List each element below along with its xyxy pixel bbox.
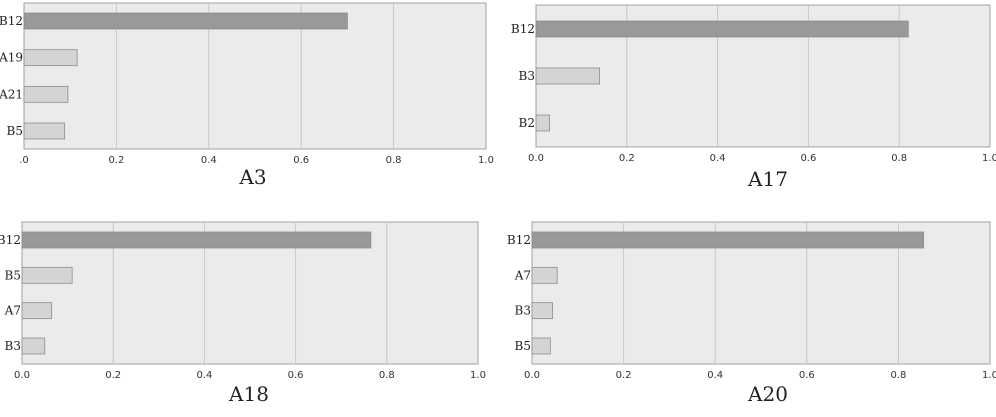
chart-a20-bar-a7 <box>531 266 558 284</box>
chart-a17-x-tick-label: 1.0 <box>982 153 996 164</box>
chart-a17-bar-b3 <box>535 67 600 85</box>
chart-a20-category-label: B12 <box>507 233 531 247</box>
chart-a20-bar-b5 <box>531 337 551 355</box>
chart-a18-bar-b5 <box>21 266 73 284</box>
chart-a17-category-label: B2 <box>519 116 535 130</box>
chart-a17-x-tick-label: 0.0 <box>528 153 544 164</box>
chart-a18-bar-b3 <box>21 337 46 355</box>
chart-a3-category-label: B5 <box>7 124 23 138</box>
chart-a18-x-tick-label: 0.0 <box>14 370 30 381</box>
chart-a17-x-tick-label: 0.4 <box>710 153 726 164</box>
chart-a18-x-tick-label: 1.0 <box>470 370 486 381</box>
chart-a17-x-tick-label: 0.8 <box>891 153 907 164</box>
chart-a20-category-label: B3 <box>515 304 531 318</box>
chart-a17-x-tick-label: 0.6 <box>800 153 816 164</box>
chart-a20-x-tick-label: 0.2 <box>616 370 632 381</box>
chart-a3-x-tick-label: 0.2 <box>108 155 124 166</box>
chart-a18-bar-b12 <box>21 231 372 249</box>
chart-a17-caption: A17 <box>748 167 788 191</box>
chart-a20-bar-b12 <box>531 231 924 249</box>
chart-a20-x-tick-label: 0.8 <box>890 370 906 381</box>
chart-a20-caption: A20 <box>748 382 788 406</box>
chart-a3-category-label: A19 <box>0 51 23 65</box>
chart-a18-category-label: B12 <box>0 233 21 247</box>
chart-a17-category-label: B12 <box>511 22 535 36</box>
chart-a17-x-tick-label: 0.2 <box>619 153 635 164</box>
chart-a18-category-label: B5 <box>5 268 21 282</box>
chart-a3-x-tick-label: 1.0 <box>478 155 494 166</box>
chart-a3-caption: A3 <box>239 165 267 189</box>
chart-a20-x-tick-label: 1.0 <box>982 370 996 381</box>
chart-a18-caption: A18 <box>229 382 269 406</box>
chart-a3-bar-a19 <box>23 49 78 67</box>
chart-a20-x-tick-label: 0.0 <box>524 370 540 381</box>
chart-a20-bar-b3 <box>531 302 554 320</box>
chart-a20-category-label: B5 <box>515 339 531 353</box>
chart-a20-x-tick-label: 0.6 <box>799 370 815 381</box>
chart-a18-category-label: A7 <box>4 304 21 318</box>
chart-a3-bar-b12 <box>23 12 348 30</box>
chart-a3-category-label: B12 <box>0 14 23 28</box>
chart-a3-x-tick-label: 0.4 <box>201 155 217 166</box>
chart-a17-category-label: B3 <box>519 69 535 83</box>
chart-a20-x-tick-label: 0.4 <box>707 370 723 381</box>
chart-a18-bar-a7 <box>21 302 53 320</box>
chart-a3-x-tick-label: 0.8 <box>386 155 402 166</box>
chart-a18-x-tick-label: 0.4 <box>196 370 212 381</box>
chart-a3-x-tick-label: .0 <box>19 155 29 166</box>
chart-a3-x-tick-label: 0.6 <box>293 155 309 166</box>
chart-a18-x-tick-label: 0.6 <box>288 370 304 381</box>
chart-a3-bar-a21 <box>23 85 69 103</box>
chart-a17-bar-b12 <box>535 20 909 38</box>
chart-a3-bar-b5 <box>23 122 66 140</box>
chart-a18-x-tick-label: 0.2 <box>105 370 121 381</box>
chart-a18-x-tick-label: 0.8 <box>379 370 395 381</box>
chart-a20-category-label: A7 <box>514 268 531 282</box>
chart-a3-category-label: A21 <box>0 87 23 101</box>
chart-a17-bar-b2 <box>535 114 551 132</box>
chart-a18-category-label: B3 <box>5 339 21 353</box>
